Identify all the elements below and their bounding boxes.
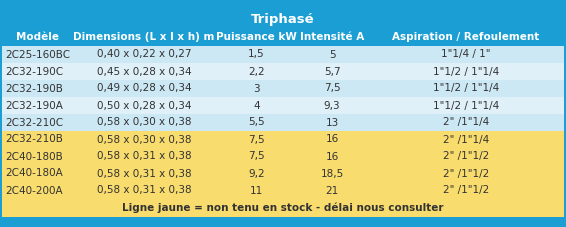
Text: 5,7: 5,7 — [324, 67, 341, 76]
Bar — [2, 114, 564, 131]
Text: 0,40 x 0,22 x 0,27: 0,40 x 0,22 x 0,27 — [97, 49, 191, 59]
Bar — [2, 199, 564, 217]
Text: 4: 4 — [253, 101, 260, 111]
Bar — [2, 182, 564, 199]
Text: 18,5: 18,5 — [320, 168, 344, 178]
Bar — [2, 63, 564, 80]
Text: 1"1/2 / 1"1/4: 1"1/2 / 1"1/4 — [432, 101, 499, 111]
Text: 7,5: 7,5 — [324, 84, 341, 94]
Text: 0,50 x 0,28 x 0,34: 0,50 x 0,28 x 0,34 — [97, 101, 191, 111]
Text: Ligne jaune = non tenu en stock - délai nous consulter: Ligne jaune = non tenu en stock - délai … — [122, 203, 444, 213]
Text: 1,5: 1,5 — [248, 49, 265, 59]
Text: 2" /1"1/2: 2" /1"1/2 — [443, 185, 489, 195]
Text: 0,58 x 0,31 x 0,38: 0,58 x 0,31 x 0,38 — [97, 185, 191, 195]
Text: 2C40-200A: 2C40-200A — [5, 185, 63, 195]
Text: 0,58 x 0,31 x 0,38: 0,58 x 0,31 x 0,38 — [97, 151, 191, 161]
Text: 5: 5 — [329, 49, 336, 59]
Bar — [2, 148, 564, 165]
Text: Intensité A: Intensité A — [300, 32, 365, 42]
Text: 2C32-210B: 2C32-210B — [5, 135, 63, 145]
Text: 11: 11 — [250, 185, 263, 195]
Text: 2C32-190B: 2C32-190B — [5, 84, 63, 94]
Text: 16: 16 — [325, 151, 339, 161]
Text: 0,58 x 0,31 x 0,38: 0,58 x 0,31 x 0,38 — [97, 168, 191, 178]
Text: 7,5: 7,5 — [248, 151, 265, 161]
Bar — [2, 97, 564, 114]
Text: 2" /1"1/4: 2" /1"1/4 — [443, 135, 489, 145]
Bar — [2, 46, 564, 63]
Bar — [2, 131, 564, 148]
Text: 3: 3 — [253, 84, 260, 94]
Text: 2C32-190A: 2C32-190A — [5, 101, 63, 111]
Text: Puissance kW: Puissance kW — [216, 32, 297, 42]
Text: 1"1/4 / 1": 1"1/4 / 1" — [441, 49, 490, 59]
Text: 2" /1"1/4: 2" /1"1/4 — [443, 118, 489, 128]
Text: 9,3: 9,3 — [324, 101, 341, 111]
Text: 0,58 x 0,30 x 0,38: 0,58 x 0,30 x 0,38 — [97, 118, 191, 128]
Bar — [2, 10, 564, 28]
Text: 2" /1"1/2: 2" /1"1/2 — [443, 168, 489, 178]
Text: 2,2: 2,2 — [248, 67, 265, 76]
Text: 5,5: 5,5 — [248, 118, 265, 128]
Text: 13: 13 — [325, 118, 339, 128]
Text: 0,49 x 0,28 x 0,34: 0,49 x 0,28 x 0,34 — [97, 84, 191, 94]
Text: 2C25-160BC: 2C25-160BC — [5, 49, 70, 59]
Text: Modèle: Modèle — [16, 32, 59, 42]
Text: 2C40-180B: 2C40-180B — [5, 151, 63, 161]
Text: Aspiration / Refoulement: Aspiration / Refoulement — [392, 32, 539, 42]
Text: 2C40-180A: 2C40-180A — [5, 168, 63, 178]
Text: Triphasé: Triphasé — [251, 12, 315, 25]
Text: Dimensions (L x l x h) m: Dimensions (L x l x h) m — [73, 32, 215, 42]
Text: 2C32-190C: 2C32-190C — [5, 67, 63, 76]
Text: 2" /1"1/2: 2" /1"1/2 — [443, 151, 489, 161]
Text: 1"1/2 / 1"1/4: 1"1/2 / 1"1/4 — [432, 67, 499, 76]
Text: 0,45 x 0,28 x 0,34: 0,45 x 0,28 x 0,34 — [97, 67, 191, 76]
Text: 7,5: 7,5 — [248, 135, 265, 145]
Text: 21: 21 — [325, 185, 339, 195]
Bar — [2, 80, 564, 97]
Bar — [2, 165, 564, 182]
Bar — [2, 28, 564, 46]
Text: 16: 16 — [325, 135, 339, 145]
Text: 0,58 x 0,30 x 0,38: 0,58 x 0,30 x 0,38 — [97, 135, 191, 145]
Text: 1"1/2 / 1"1/4: 1"1/2 / 1"1/4 — [432, 84, 499, 94]
Text: 2C32-210C: 2C32-210C — [5, 118, 63, 128]
Text: 9,2: 9,2 — [248, 168, 265, 178]
